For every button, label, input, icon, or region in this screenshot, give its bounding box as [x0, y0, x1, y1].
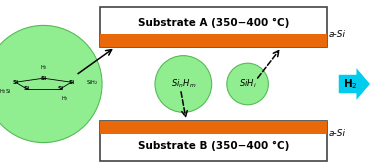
Text: Si: Si	[12, 80, 19, 85]
Ellipse shape	[155, 56, 212, 112]
Text: Substrate B (350−400 °C): Substrate B (350−400 °C)	[138, 141, 289, 151]
Text: Substrate A (350−400 °C): Substrate A (350−400 °C)	[138, 18, 289, 28]
Text: H$_2$: H$_2$	[40, 63, 47, 72]
Text: H$_2$: H$_2$	[60, 94, 68, 103]
FancyArrow shape	[338, 67, 370, 101]
Text: Si: Si	[23, 86, 29, 91]
Text: Si$_n$H$_m$: Si$_n$H$_m$	[170, 78, 196, 90]
Text: SiH$_i$: SiH$_i$	[239, 78, 256, 90]
Text: a-Si: a-Si	[329, 130, 346, 138]
Text: H$_2$Si: H$_2$Si	[0, 87, 11, 96]
Bar	[100, 7, 327, 47]
Text: SiH$_2$: SiH$_2$	[87, 78, 99, 87]
Text: H$_2$: H$_2$	[343, 77, 358, 91]
Text: Si: Si	[40, 76, 46, 81]
Text: H$_2$Si: H$_2$Si	[0, 75, 1, 84]
Text: Si: Si	[57, 86, 64, 91]
Text: a-Si: a-Si	[329, 30, 346, 38]
Bar	[100, 121, 327, 134]
Bar	[100, 121, 327, 161]
Text: Si: Si	[68, 80, 74, 85]
Ellipse shape	[227, 63, 268, 105]
Ellipse shape	[0, 25, 102, 143]
Bar	[100, 34, 327, 47]
